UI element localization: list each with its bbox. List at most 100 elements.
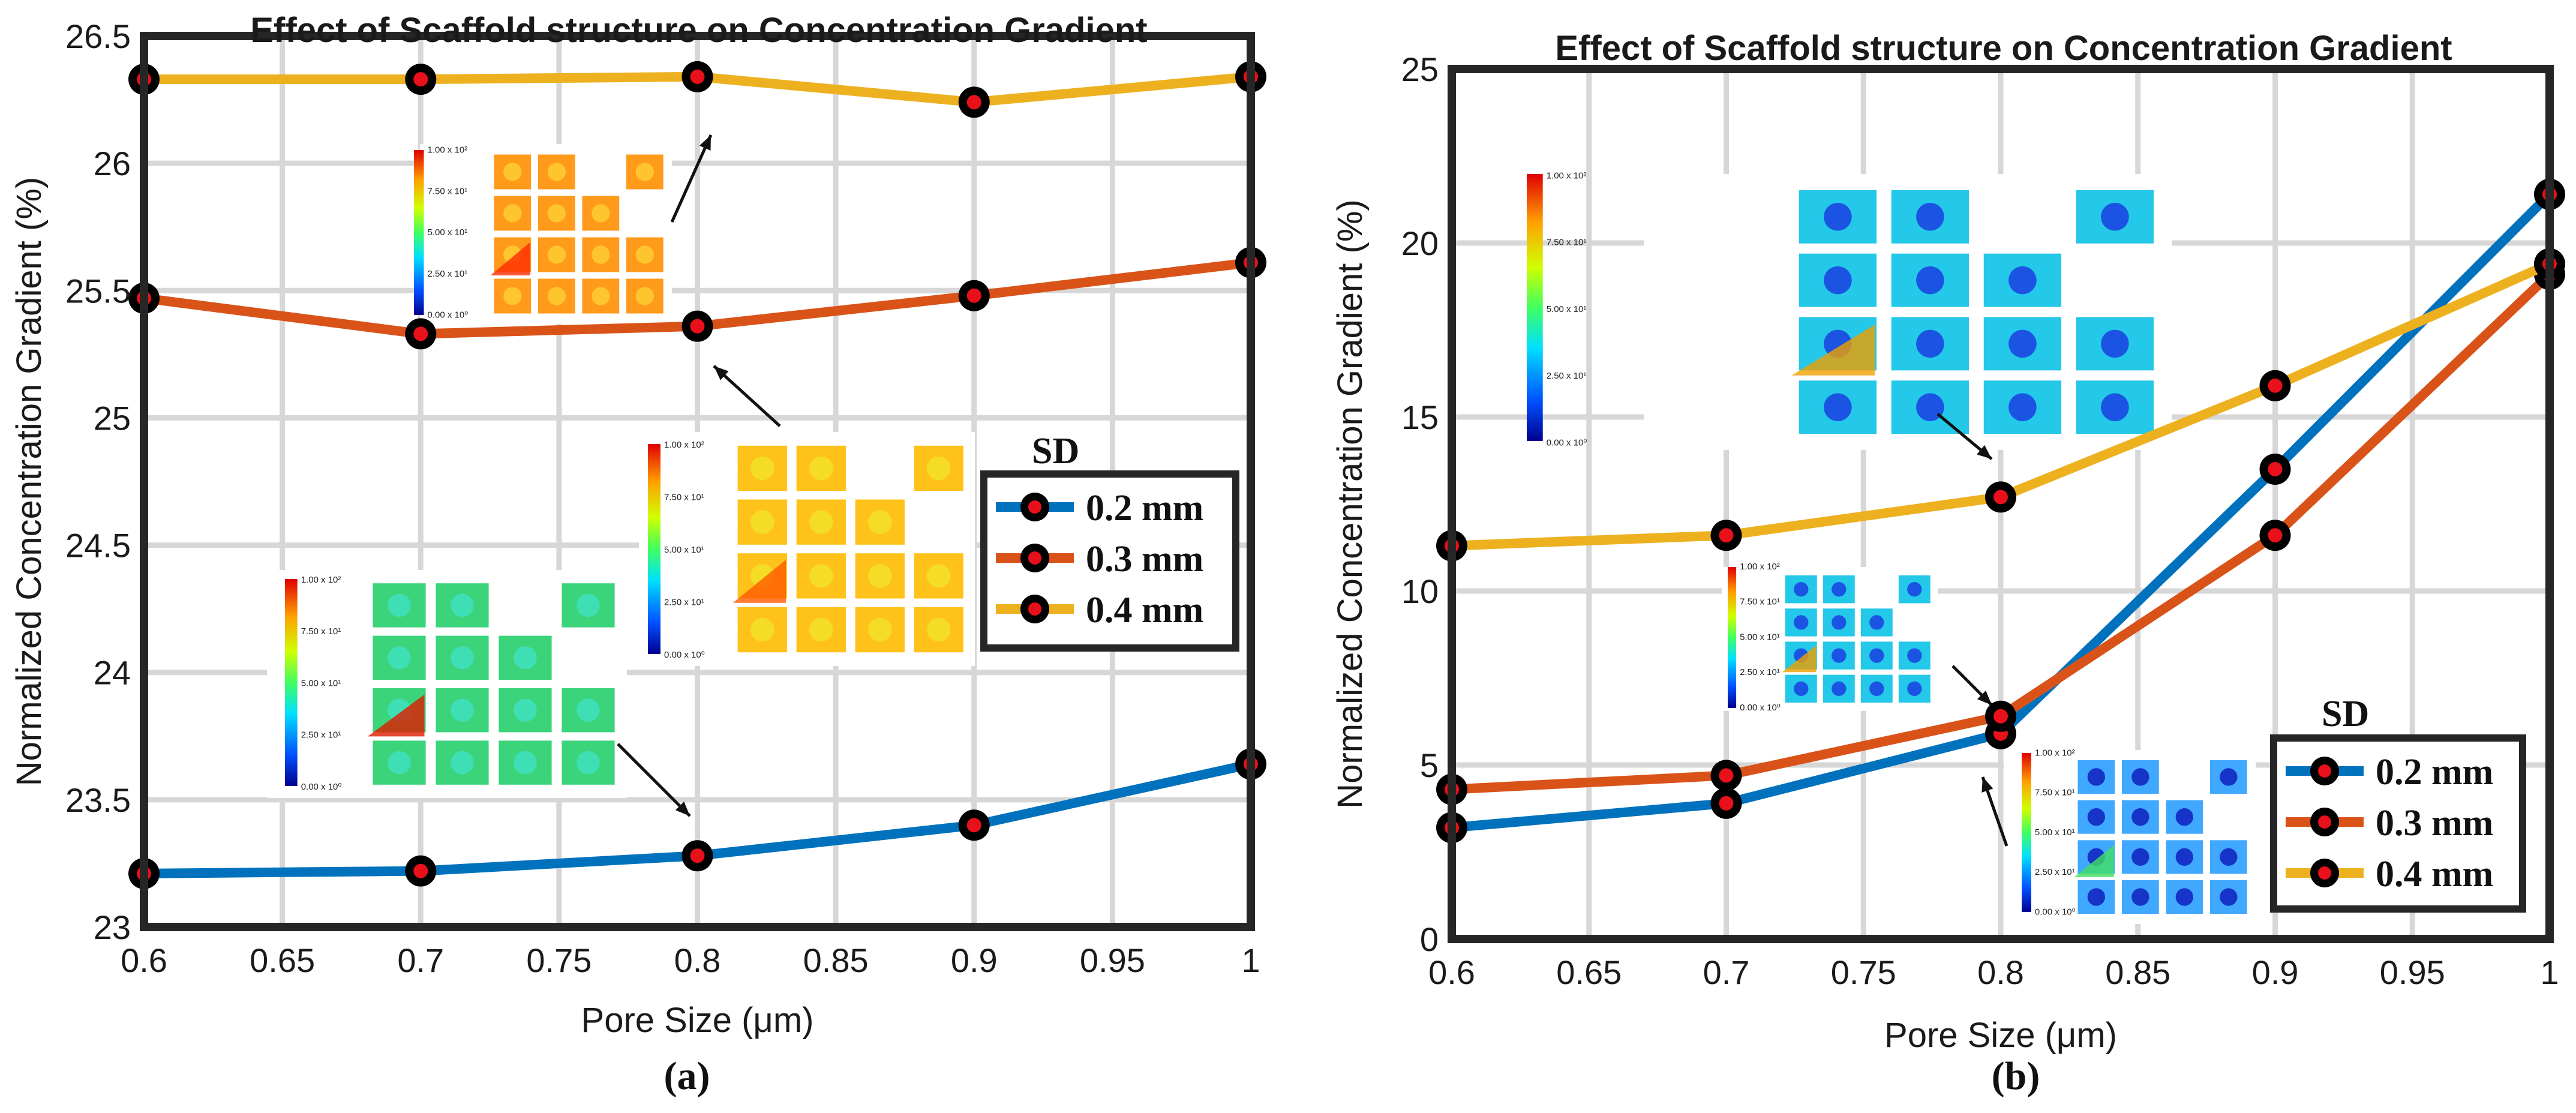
legend-marker-center bbox=[2318, 866, 2331, 880]
contour-cell-center bbox=[2220, 888, 2238, 906]
contour-cell-center bbox=[2131, 848, 2149, 866]
x-tick-label: 0.65 bbox=[250, 941, 315, 979]
colorbar-tick-label: 5.00 x 10¹ bbox=[1740, 632, 1780, 642]
contour-cell-center bbox=[868, 564, 892, 588]
contour-cell-center bbox=[1794, 582, 1809, 597]
contour-cell-center bbox=[750, 510, 774, 534]
contour-cell-center bbox=[2131, 808, 2149, 826]
contour-edge bbox=[368, 694, 425, 737]
contour-cell-center bbox=[2008, 266, 2037, 295]
panel-caption: (a) bbox=[664, 1054, 710, 1098]
contour-edge bbox=[732, 559, 786, 603]
chart-panel-a: 1.00 x 10² 7.50 x 10¹ 5.00 x 10¹ 2.50 x 10¹… bbox=[10, 11, 1266, 1098]
contour-cell-center bbox=[1824, 203, 1852, 231]
x-tick-label: 0.95 bbox=[1080, 941, 1145, 979]
contour-cell-center bbox=[592, 204, 610, 223]
contour-cell-center bbox=[1832, 582, 1847, 597]
annotation-arrowhead bbox=[1981, 777, 1993, 793]
contour-cell-center bbox=[927, 456, 951, 481]
x-tick-label: 0.7 bbox=[397, 941, 444, 979]
y-tick-label: 26.5 bbox=[65, 17, 131, 55]
x-axis-label: Pore Size (μm) bbox=[1884, 1016, 2117, 1055]
x-tick-label: 0.85 bbox=[803, 941, 869, 979]
legend-label: 0.4 mm bbox=[1086, 590, 1203, 631]
data-point-center bbox=[1719, 768, 1734, 783]
contour-cell-center bbox=[451, 593, 474, 617]
colorbar-tick-label: 1.00 x 10² bbox=[2035, 748, 2075, 758]
contour-cell-center bbox=[2008, 329, 2037, 358]
y-tick-label: 10 bbox=[1401, 572, 1439, 610]
contour-cell-center bbox=[1907, 582, 1922, 597]
contour-inset: 1.00 x 10² 7.50 x 10¹ 5.00 x 10¹ 2.50 x 10¹… bbox=[2004, 748, 2256, 924]
contour-cell-center bbox=[503, 204, 522, 223]
data-point-center bbox=[413, 863, 428, 878]
contour-cell-center bbox=[1869, 648, 1884, 663]
legend-label: 0.2 mm bbox=[2376, 752, 2493, 793]
legend-marker-center bbox=[1028, 602, 1041, 616]
contour-cell-center bbox=[2087, 808, 2106, 826]
contour-cell-center bbox=[547, 287, 566, 305]
contour-cell-center bbox=[503, 287, 522, 305]
colorbar-tick-label: 0.00 x 10⁰ bbox=[2035, 907, 2076, 917]
colorbar bbox=[414, 150, 424, 315]
contour-cell-center bbox=[514, 751, 537, 775]
chart-title: Effect of Scaffold structure on Concentr… bbox=[1555, 29, 2452, 68]
contour-cell-center bbox=[809, 564, 833, 588]
contour-cell-center bbox=[451, 698, 474, 722]
contour-cell-center bbox=[2131, 768, 2149, 786]
colorbar-tick-label: 1.00 x 10² bbox=[664, 440, 704, 450]
colorbar-tick-label: 0.00 x 10⁰ bbox=[1547, 437, 1587, 448]
colorbar bbox=[285, 579, 298, 786]
data-point-center bbox=[966, 818, 981, 833]
x-tick-label: 0.9 bbox=[2252, 953, 2299, 991]
legend-marker-center bbox=[1028, 551, 1041, 565]
contour-cell-center bbox=[1907, 648, 1922, 663]
contour-cell-center bbox=[750, 456, 774, 481]
contour-cell-center bbox=[451, 646, 474, 670]
annotation-arrow bbox=[617, 743, 691, 817]
contour-cell-center bbox=[1869, 615, 1884, 630]
contour-cell-center bbox=[2101, 203, 2129, 231]
contour-cell-center bbox=[592, 245, 610, 264]
colorbar-tick-label: 1.00 x 10² bbox=[301, 575, 341, 585]
x-tick-label: 0.75 bbox=[1831, 953, 1896, 991]
data-point-center bbox=[690, 319, 705, 334]
colorbar-tick-label: 1.00 x 10² bbox=[1547, 170, 1587, 181]
colorbar-tick-label: 2.50 x 10¹ bbox=[664, 597, 704, 607]
contour-cell-center bbox=[2008, 393, 2037, 421]
x-tick-label: 0.95 bbox=[2380, 953, 2445, 991]
legend-label: 0.3 mm bbox=[1086, 539, 1203, 580]
panel-caption: (b) bbox=[1992, 1054, 2040, 1098]
y-axis-label: Normalized Concentration Gradient (%) bbox=[1331, 199, 1370, 808]
x-tick-label: 0.85 bbox=[2105, 953, 2170, 991]
contour-cell-center bbox=[547, 163, 566, 181]
data-point-center bbox=[1993, 709, 2008, 724]
y-tick-label: 25.5 bbox=[65, 272, 131, 310]
annotation-arrow bbox=[713, 365, 781, 427]
colorbar bbox=[2022, 753, 2031, 912]
colorbar-tick-label: 7.50 x 10¹ bbox=[428, 186, 468, 196]
contour-cell-center bbox=[1916, 203, 1944, 231]
colorbar-tick-label: 0.00 x 10⁰ bbox=[428, 310, 469, 320]
annotation-arrowhead bbox=[1977, 690, 1992, 705]
contour-cell-center bbox=[1916, 266, 1944, 295]
x-tick-label: 0.9 bbox=[951, 941, 998, 979]
data-point-center bbox=[966, 288, 981, 303]
x-tick-label: 0.8 bbox=[674, 941, 721, 979]
data-point-center bbox=[966, 95, 981, 110]
y-tick-label: 25 bbox=[1401, 50, 1439, 88]
contour-cell-center bbox=[635, 287, 654, 305]
legend-marker-center bbox=[2318, 815, 2331, 829]
contour-inset: 1.00 x 10² 7.50 x 10¹ 5.00 x 10¹ 2.50 x 10¹… bbox=[1527, 170, 2172, 450]
x-tick-label: 0.65 bbox=[1556, 953, 1622, 991]
contour-cell-center bbox=[514, 698, 537, 722]
contour-cell-center bbox=[592, 287, 610, 305]
legend-marker-center bbox=[1028, 500, 1041, 514]
contour-cell-center bbox=[1869, 681, 1884, 696]
contour-cell-center bbox=[1824, 393, 1852, 421]
colorbar bbox=[648, 444, 660, 654]
data-point-center bbox=[690, 848, 705, 863]
x-axis-label: Pore Size (μm) bbox=[581, 1001, 814, 1040]
contour-cell-center bbox=[809, 510, 833, 534]
